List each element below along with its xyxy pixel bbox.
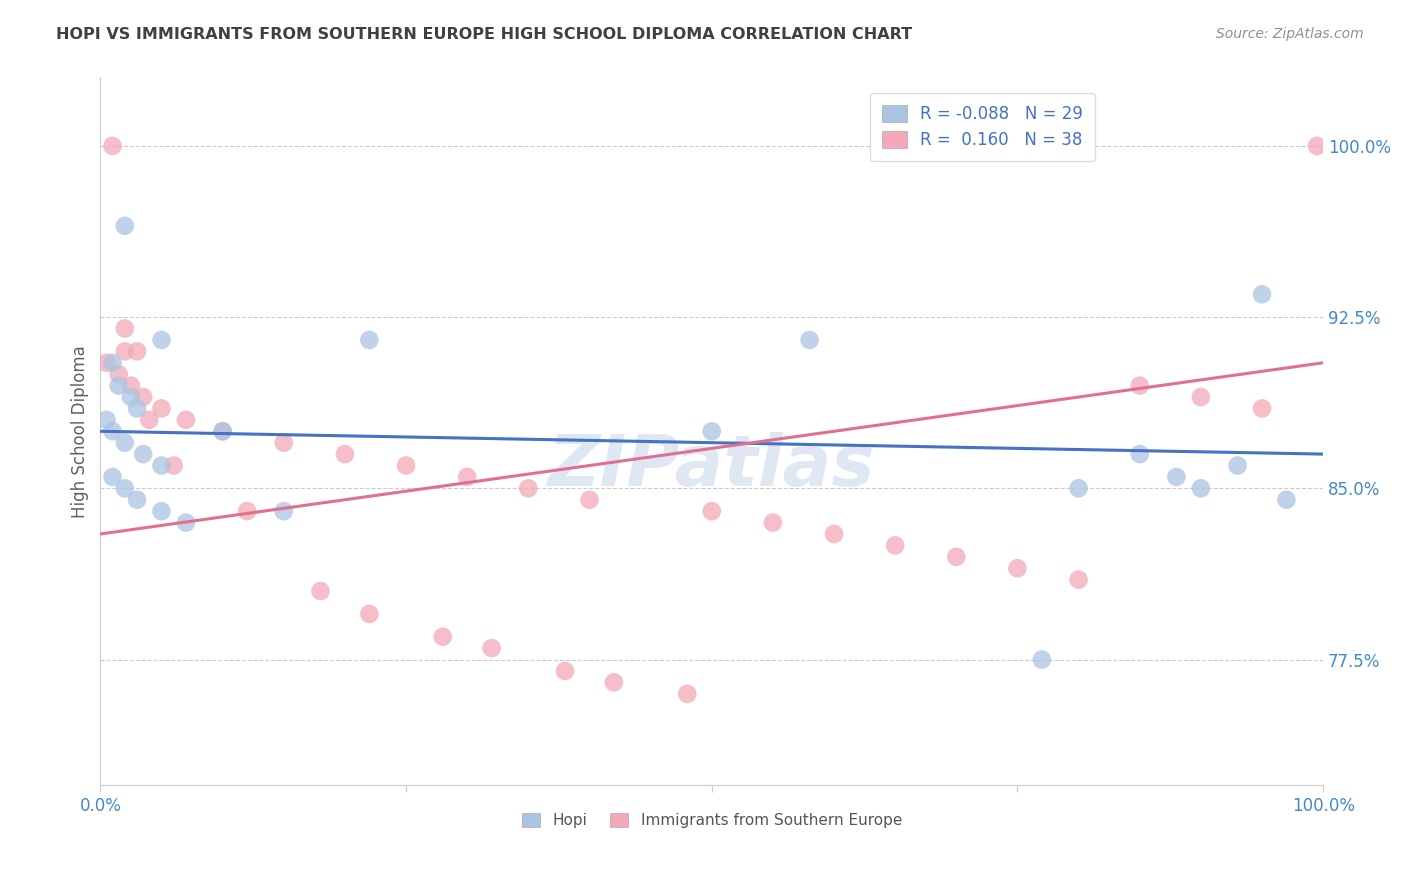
Point xyxy=(236,504,259,518)
Point xyxy=(114,344,136,359)
Point xyxy=(101,356,124,370)
Point xyxy=(432,630,454,644)
Point xyxy=(456,470,478,484)
Point xyxy=(554,664,576,678)
Legend: Hopi, Immigrants from Southern Europe: Hopi, Immigrants from Southern Europe xyxy=(516,806,908,834)
Point xyxy=(211,424,233,438)
Point xyxy=(107,378,129,392)
Point xyxy=(125,344,148,359)
Point xyxy=(132,447,155,461)
Point xyxy=(1275,492,1298,507)
Point xyxy=(309,584,332,599)
Point xyxy=(1189,481,1212,495)
Point xyxy=(96,413,118,427)
Point xyxy=(1007,561,1029,575)
Point xyxy=(1189,390,1212,404)
Point xyxy=(481,641,503,656)
Point xyxy=(1251,287,1274,301)
Text: ZIPatlas: ZIPatlas xyxy=(548,432,876,501)
Point xyxy=(138,413,160,427)
Point xyxy=(107,368,129,382)
Point xyxy=(1067,573,1090,587)
Point xyxy=(1226,458,1249,473)
Point xyxy=(114,219,136,233)
Point xyxy=(333,447,356,461)
Point xyxy=(603,675,626,690)
Point xyxy=(578,492,600,507)
Point xyxy=(120,390,142,404)
Point xyxy=(1031,652,1053,666)
Point xyxy=(700,424,723,438)
Point xyxy=(114,435,136,450)
Point xyxy=(120,378,142,392)
Point xyxy=(101,470,124,484)
Point xyxy=(150,504,173,518)
Point xyxy=(1129,447,1152,461)
Point xyxy=(96,356,118,370)
Point xyxy=(1251,401,1274,416)
Point xyxy=(211,424,233,438)
Point xyxy=(1129,378,1152,392)
Point xyxy=(150,333,173,347)
Text: HOPI VS IMMIGRANTS FROM SOUTHERN EUROPE HIGH SCHOOL DIPLOMA CORRELATION CHART: HOPI VS IMMIGRANTS FROM SOUTHERN EUROPE … xyxy=(56,27,912,42)
Point xyxy=(101,424,124,438)
Point xyxy=(174,413,197,427)
Point xyxy=(762,516,785,530)
Point xyxy=(273,504,295,518)
Point xyxy=(174,516,197,530)
Point xyxy=(395,458,418,473)
Point xyxy=(114,481,136,495)
Point xyxy=(150,401,173,416)
Point xyxy=(273,435,295,450)
Point xyxy=(1067,481,1090,495)
Point xyxy=(163,458,186,473)
Point xyxy=(945,549,967,564)
Point xyxy=(700,504,723,518)
Point xyxy=(132,390,155,404)
Point xyxy=(150,458,173,473)
Point xyxy=(884,538,907,552)
Text: Source: ZipAtlas.com: Source: ZipAtlas.com xyxy=(1216,27,1364,41)
Point xyxy=(125,401,148,416)
Y-axis label: High School Diploma: High School Diploma xyxy=(72,345,89,517)
Point xyxy=(125,492,148,507)
Point xyxy=(1166,470,1188,484)
Point xyxy=(359,607,381,621)
Point xyxy=(114,321,136,335)
Point xyxy=(676,687,699,701)
Point xyxy=(517,481,540,495)
Point xyxy=(1306,139,1329,153)
Point xyxy=(101,139,124,153)
Point xyxy=(823,527,845,541)
Point xyxy=(359,333,381,347)
Point xyxy=(799,333,821,347)
